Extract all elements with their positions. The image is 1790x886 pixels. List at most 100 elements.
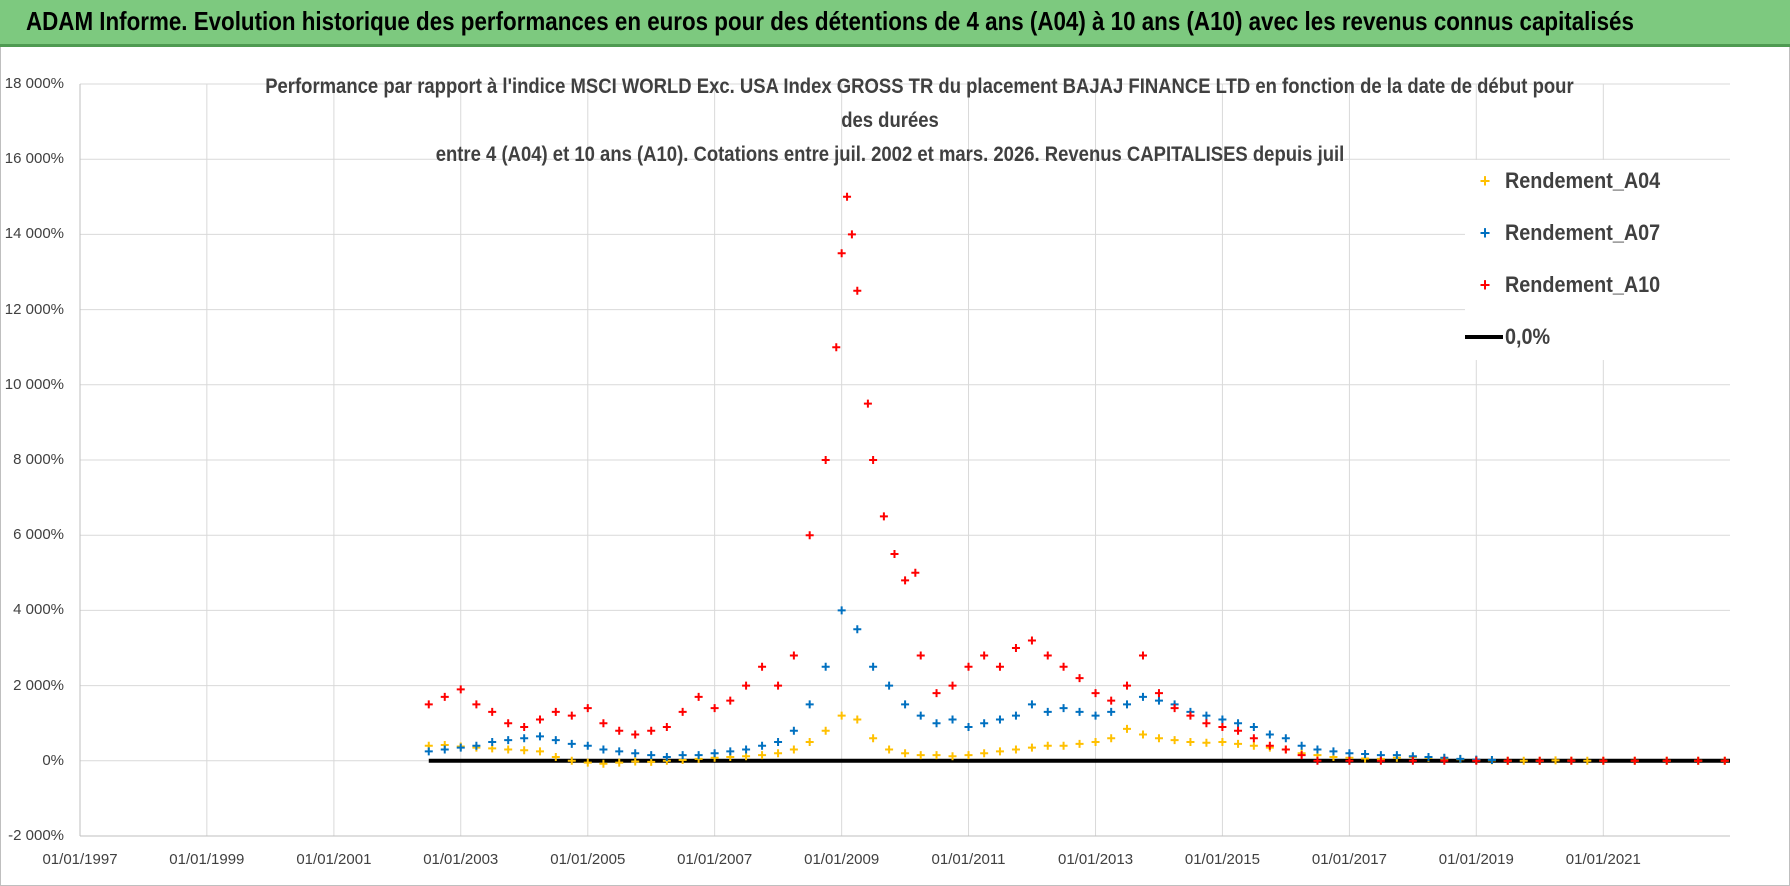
point-a07	[1392, 751, 1401, 760]
point-a10	[821, 456, 830, 464]
point-a04	[932, 751, 941, 760]
point-a07	[1265, 730, 1274, 739]
point-a10	[805, 531, 814, 540]
point-a10	[911, 568, 920, 577]
point-a10	[1234, 726, 1243, 735]
x-tick-label: 01/01/1997	[42, 851, 118, 868]
point-a10	[980, 651, 989, 660]
point-a10	[863, 399, 872, 408]
point-a10	[472, 700, 481, 709]
point-a10	[440, 692, 449, 701]
chart-title-line-1: Performance par rapport à l'indice MSCI …	[265, 75, 1574, 98]
point-a10	[583, 704, 592, 713]
point-a10	[1249, 734, 1258, 743]
point-a07	[1202, 711, 1211, 720]
point-a07	[1043, 707, 1052, 716]
point-a10	[1170, 704, 1179, 713]
x-tick-label: 01/01/2015	[1184, 851, 1260, 868]
point-a10	[847, 230, 856, 239]
point-a10	[1075, 674, 1084, 683]
point-a04	[1170, 736, 1179, 745]
point-a04	[615, 758, 624, 767]
point-a10	[551, 707, 560, 716]
point-a10	[1440, 756, 1449, 765]
point-a10	[1059, 662, 1068, 671]
point-a10	[726, 696, 735, 705]
point-a07	[583, 741, 592, 750]
point-a04	[869, 734, 878, 743]
point-a04	[583, 758, 592, 767]
point-a10	[1630, 756, 1639, 765]
legend-marker-a10: +	[1479, 274, 1491, 295]
point-a10	[504, 719, 513, 728]
x-tick-label: 01/01/1999	[169, 851, 245, 868]
report-banner: ADAM Informe. Evolution historique des p…	[0, 0, 1790, 47]
point-a04	[535, 747, 544, 756]
y-tick-label: 2 000%	[13, 676, 64, 694]
point-a10	[964, 662, 973, 671]
point-a07	[1313, 745, 1322, 754]
point-a10	[1503, 756, 1512, 765]
point-a10	[1138, 651, 1147, 660]
point-a10	[1313, 756, 1322, 765]
point-a04	[1202, 738, 1211, 747]
point-a07	[1107, 707, 1116, 716]
point-a07	[535, 732, 544, 741]
point-a07	[631, 749, 640, 758]
point-a04	[647, 757, 656, 766]
y-tick-label: 16 000%	[4, 150, 64, 168]
chart-legend: + Rendement_A04 + Rendement_A07 + Rendem…	[1465, 160, 1731, 360]
point-a07	[1075, 707, 1084, 716]
point-a10	[1027, 636, 1036, 645]
point-a10	[1091, 689, 1100, 698]
point-a04	[1249, 741, 1258, 750]
point-a04	[1123, 724, 1131, 733]
point-a04	[1027, 743, 1036, 752]
legend-item-a10: + Rendement_A10	[1465, 268, 1677, 302]
legend-line-zero	[1465, 335, 1503, 339]
point-a10	[631, 730, 640, 739]
point-a07	[488, 738, 497, 746]
point-a10	[1281, 745, 1290, 754]
point-a07	[1456, 754, 1465, 763]
point-a07	[742, 745, 751, 754]
point-a04	[1011, 745, 1020, 754]
x-tick-label: 01/01/2013	[1057, 851, 1134, 868]
point-a10	[853, 286, 862, 295]
point-a04	[821, 726, 830, 735]
point-a10	[1297, 751, 1306, 760]
point-a04	[1186, 738, 1195, 746]
point-a07	[1297, 741, 1306, 750]
point-a04	[742, 752, 751, 761]
point-a04	[567, 756, 576, 765]
point-a07	[424, 747, 433, 756]
point-a07	[1154, 696, 1163, 705]
point-a04	[805, 738, 814, 746]
y-tick-label: 14 000%	[4, 225, 64, 243]
point-a10	[932, 689, 941, 698]
point-a10	[869, 456, 878, 464]
point-a07	[440, 745, 449, 754]
point-a10	[1567, 756, 1576, 765]
point-a07	[520, 734, 529, 743]
legend-marker-a04: +	[1479, 170, 1491, 191]
point-a04	[789, 745, 798, 754]
point-a04	[1043, 741, 1052, 750]
point-a04	[599, 759, 608, 768]
point-a07	[805, 700, 814, 709]
point-a10	[901, 576, 910, 585]
point-a07	[678, 751, 687, 760]
point-a07	[1345, 749, 1354, 758]
legend-label-a07: Rendement_A07	[1505, 220, 1661, 245]
point-a10	[742, 681, 751, 690]
point-a10	[832, 343, 841, 352]
point-a04	[504, 745, 513, 754]
point-a07	[456, 743, 465, 752]
point-a10	[535, 715, 544, 724]
x-tick-label: 01/01/2009	[804, 851, 880, 868]
point-a07	[980, 719, 989, 728]
point-a07	[504, 736, 513, 745]
y-tick-label: 0%	[42, 751, 64, 769]
point-a07	[1361, 750, 1370, 759]
point-a10	[567, 711, 576, 720]
